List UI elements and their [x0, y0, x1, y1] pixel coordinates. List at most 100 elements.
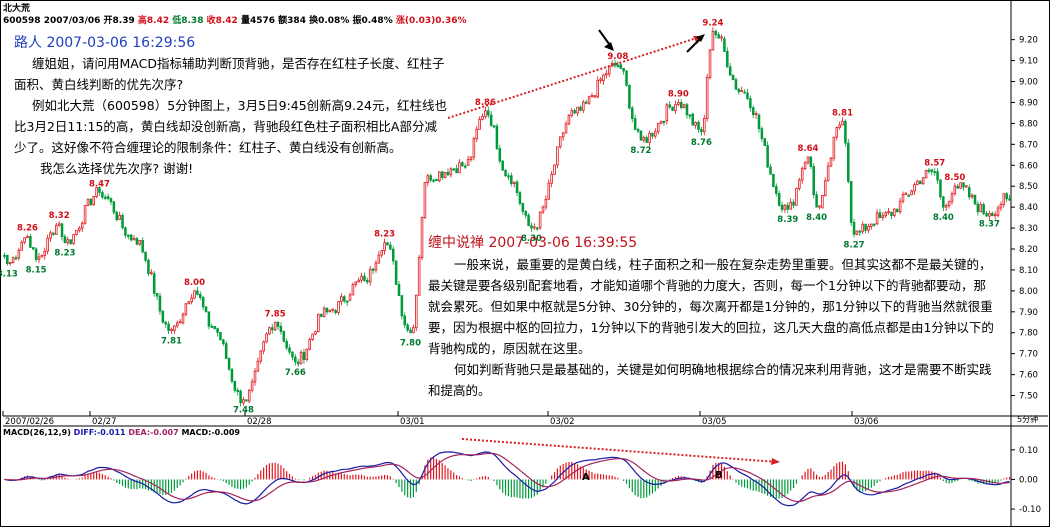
- y-tick-label: 9.00: [1019, 78, 1038, 88]
- answer-line: 要，因为根据中枢的回拉力，1分钟以下的背驰引发大的回拉，这几天大盘的高低点都是由…: [428, 320, 994, 335]
- candle: [23, 237, 26, 243]
- period-label: 5分钟: [1017, 414, 1038, 424]
- candle: [458, 162, 461, 174]
- candle: [679, 102, 683, 108]
- candle: [374, 262, 378, 271]
- candle: [78, 227, 81, 231]
- candle: [322, 307, 326, 317]
- y-tick-label: 8.80: [1019, 119, 1038, 129]
- candle: [394, 260, 398, 285]
- low-price-label: 7.66: [285, 368, 306, 378]
- dea-line: [4, 452, 1010, 503]
- diff-line: [4, 451, 1010, 507]
- candle: [92, 196, 95, 205]
- x-tick-label: 03/06: [854, 417, 879, 427]
- candle: [463, 165, 467, 168]
- candle: [645, 137, 648, 143]
- amount-label: 额384: [278, 16, 306, 26]
- high-price-label: 9.24: [702, 18, 723, 28]
- volume-label: 量4576: [240, 16, 276, 26]
- candle: [538, 211, 542, 229]
- candle: [371, 268, 375, 271]
- candle: [256, 360, 260, 372]
- candle: [118, 214, 121, 221]
- candle: [135, 238, 139, 245]
- change-label: 涨(0.03)0.36%: [395, 16, 467, 26]
- candle: [930, 169, 934, 172]
- y-tick-label: 7.80: [1019, 329, 1038, 339]
- macd-y-tick-label: -0.10: [1019, 505, 1041, 515]
- candle: [98, 187, 101, 193]
- candle: [311, 333, 314, 340]
- candle: [294, 356, 297, 363]
- candle: [184, 303, 188, 315]
- candle: [319, 313, 323, 317]
- candle: [996, 207, 1000, 216]
- candle: [907, 194, 911, 197]
- candle: [703, 117, 706, 133]
- candle: [919, 180, 922, 185]
- candle: [939, 179, 942, 198]
- candle: [46, 237, 49, 252]
- high-price-label: 8.90: [668, 89, 689, 99]
- candle: [625, 70, 628, 86]
- candle: [731, 74, 735, 81]
- candle: [317, 313, 320, 333]
- candle: [501, 160, 504, 171]
- candle: [328, 309, 332, 313]
- candle: [288, 347, 291, 353]
- candle: [296, 361, 300, 365]
- candle: [337, 300, 340, 313]
- candle: [976, 203, 980, 213]
- candle: [829, 157, 833, 167]
- candle: [691, 113, 695, 126]
- candle: [775, 186, 778, 194]
- candle: [847, 142, 850, 182]
- answer-line: 背驰构成的，原因就在这里。: [428, 341, 591, 356]
- candle: [792, 201, 795, 206]
- candle: [279, 326, 283, 332]
- candle: [694, 121, 697, 126]
- candle: [967, 187, 971, 198]
- candle: [83, 205, 87, 224]
- candle: [570, 110, 574, 116]
- candle: [397, 283, 401, 297]
- candle: [619, 64, 623, 69]
- candle: [521, 203, 525, 212]
- candle: [901, 194, 905, 202]
- low-label: 低8.38: [172, 16, 204, 26]
- candle: [420, 217, 424, 259]
- y-tick-label: 9.10: [1019, 57, 1038, 67]
- candle: [331, 308, 335, 311]
- candle: [69, 239, 72, 245]
- candle: [524, 211, 527, 216]
- candle: [66, 239, 70, 244]
- answer-block: 一般来说，最重要的是黄白线，柱子面积之和一般在复杂走势里重要。但其实这都不是最关…: [428, 254, 994, 401]
- y-tick-label: 7.50: [1019, 392, 1038, 402]
- candle: [777, 193, 781, 206]
- low-price-label: 7.48: [233, 406, 254, 416]
- candle: [973, 194, 977, 205]
- candle: [561, 132, 565, 138]
- x-tick-label: 2007/02/26: [5, 417, 54, 427]
- candle: [403, 315, 407, 326]
- candle: [734, 79, 738, 90]
- candle: [138, 239, 142, 245]
- candle: [357, 279, 360, 283]
- candle: [426, 175, 430, 183]
- candle: [461, 162, 464, 167]
- candle: [818, 205, 821, 208]
- candle: [31, 247, 35, 250]
- candle: [887, 211, 890, 214]
- candle: [158, 295, 162, 312]
- answer-line: 一般来说，最重要的是黄白线，柱子面积之和一般在复杂走势里重要。但其实这都不是最关…: [454, 257, 992, 272]
- candle: [155, 293, 159, 297]
- candle: [213, 326, 216, 330]
- candle: [504, 169, 507, 177]
- y-tick-label: 7.60: [1019, 371, 1038, 381]
- high-label: 高8.42: [137, 16, 170, 26]
- candle: [988, 213, 991, 217]
- candle: [991, 213, 994, 217]
- question-line: 缠姐姐，请问用MACD指标辅助判断顶背驰，是否存在红柱子长度、红柱子: [32, 56, 445, 71]
- candle: [855, 230, 859, 235]
